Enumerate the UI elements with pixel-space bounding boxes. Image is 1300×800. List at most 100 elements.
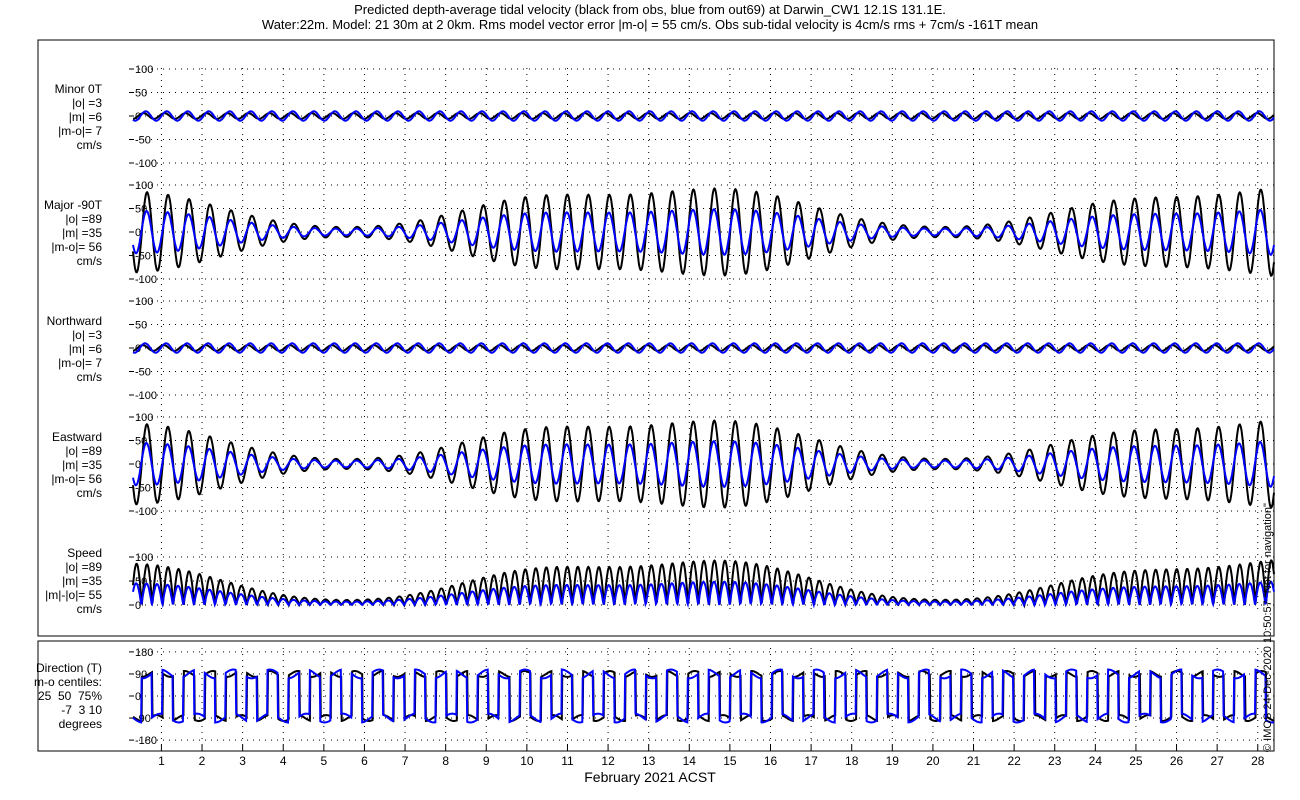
- y-tick-label: 100: [135, 296, 153, 308]
- eastward-obs-series: [132, 419, 1275, 510]
- panel-label-minor: Minor 0T |o| =3 |m| =6 |m-o|= 7 cm/s: [10, 82, 102, 152]
- x-tick-label: 24: [1089, 754, 1103, 768]
- x-tick-label: 22: [1007, 754, 1021, 768]
- label-line: Speed: [67, 546, 102, 560]
- label-line: |o| =3: [72, 328, 102, 342]
- minor-model-series: [132, 110, 1275, 122]
- label-line: cm/s: [76, 602, 102, 616]
- x-tick-label: 19: [886, 754, 900, 768]
- x-tick-label: 27: [1210, 754, 1224, 768]
- label-line: Direction (T): [35, 661, 102, 675]
- y-tick-label: 0: [135, 227, 141, 239]
- label-line: cm/s: [76, 138, 102, 152]
- x-tick-label: 20: [926, 754, 940, 768]
- x-tick-label: 2: [199, 754, 206, 768]
- x-tick-label: 23: [1048, 754, 1062, 768]
- x-tick-label: 26: [1170, 754, 1184, 768]
- x-tick-label: 9: [483, 754, 490, 768]
- label-line: -7 3 10: [61, 703, 102, 717]
- label-line: |m| =6: [68, 342, 102, 356]
- y-tick-label: -50: [135, 135, 151, 147]
- major-model-series: [132, 208, 1275, 256]
- label-line: Major -90T: [43, 198, 102, 212]
- y-tick-label: 100: [135, 180, 153, 192]
- y-tick-label: 0: [135, 691, 141, 703]
- x-tick-label: 6: [361, 754, 368, 768]
- x-tick-label: 5: [320, 754, 327, 768]
- label-line: |o| =89: [65, 212, 102, 226]
- x-tick-label: 16: [764, 754, 778, 768]
- x-tick-label: 12: [601, 754, 615, 768]
- label-line: |m| =35: [62, 458, 102, 472]
- label-line: |o| =3: [72, 96, 102, 110]
- label-line: Minor 0T: [54, 82, 102, 96]
- x-tick-label: 10: [520, 754, 534, 768]
- label-line: |o| =89: [65, 560, 102, 574]
- label-line: cm/s: [76, 254, 102, 268]
- y-tick-label: 100: [135, 412, 153, 424]
- label-line: Eastward: [51, 430, 102, 444]
- x-tick-label: 15: [723, 754, 737, 768]
- label-line: cm/s: [76, 370, 102, 384]
- x-tick-label: 8: [442, 754, 449, 768]
- y-tick-label: 0: [135, 600, 141, 612]
- x-tick-label: 4: [280, 754, 287, 768]
- x-tick-label: 28: [1251, 754, 1265, 768]
- direction-obs-series: [132, 669, 1275, 723]
- x-tick-label: 14: [683, 754, 697, 768]
- label-line: Northward: [46, 314, 102, 328]
- label-line: |m| =35: [62, 226, 102, 240]
- northward-obs-series: [132, 344, 1275, 352]
- label-line: |m-o|= 7: [58, 124, 102, 138]
- x-axis-label: February 2021 ACST: [584, 769, 716, 785]
- eastward-model-series: [132, 440, 1275, 488]
- minor-obs-series: [133, 112, 1275, 120]
- x-tick-label: 13: [642, 754, 656, 768]
- y-tick-label: 50: [135, 320, 147, 332]
- y-tick-label: -180: [135, 735, 157, 747]
- panel-label-major: Major -90T |o| =89 |m| =35 |m-o|= 56 cm/…: [10, 198, 102, 268]
- label-line: degrees: [58, 717, 102, 731]
- x-tick-label: 11: [561, 754, 574, 768]
- plot-frame-upper: [37, 39, 1275, 637]
- panel-label-north: Northward |o| =3 |m| =6 |m-o|= 7 cm/s: [10, 314, 102, 384]
- chart-title: Predicted depth-average tidal velocity (…: [0, 2, 1300, 32]
- x-tick-label: 1: [158, 754, 165, 768]
- x-tick-label: 3: [239, 754, 246, 768]
- y-tick-label: 0: [135, 459, 141, 471]
- label-line: |m-o|= 56: [51, 472, 102, 486]
- x-tick-label: 7: [402, 754, 409, 768]
- y-tick-label: -100: [135, 506, 157, 518]
- y-tick-label: -100: [135, 390, 157, 402]
- panel-label-direction: Direction (T) m-o centiles: 25 50 75% -7…: [10, 661, 102, 731]
- label-line: |m| =35: [62, 574, 102, 588]
- panel-label-east: Eastward |o| =89 |m| =35 |m-o|= 56 cm/s: [10, 430, 102, 500]
- label-line: cm/s: [76, 486, 102, 500]
- watermark: © IMOS 24-Dec-2020 10:50:57 "Not for nav…: [1262, 503, 1274, 752]
- y-tick-label: -50: [135, 367, 151, 379]
- speed-model-series: [132, 580, 1275, 609]
- label-line: |m|-|o|= 55: [45, 588, 102, 602]
- x-tick-label: 18: [845, 754, 859, 768]
- y-tick-label: 100: [135, 64, 153, 76]
- y-tick-label: 180: [135, 647, 153, 659]
- label-line: |o| =89: [65, 444, 102, 458]
- y-tick-label: -100: [135, 158, 157, 170]
- x-tick-label: 21: [967, 754, 981, 768]
- y-tick-label: 100: [135, 552, 153, 564]
- y-tick-label: -100: [135, 274, 157, 286]
- label-line: 25 50 75%: [37, 689, 102, 703]
- label-line: |m-o|= 7: [58, 356, 102, 370]
- direction-model-series: [132, 668, 1274, 724]
- y-tick-label: 50: [135, 88, 147, 100]
- title-line-1: Predicted depth-average tidal velocity (…: [354, 2, 946, 17]
- label-line: |m-o|= 56: [51, 240, 102, 254]
- label-line: m-o centiles:: [33, 675, 102, 689]
- label-line: |m| =6: [68, 110, 102, 124]
- title-line-2: Water:22m. Model: 21 30m at 2 0km. Rms m…: [261, 17, 1039, 32]
- northward-model-series: [132, 342, 1275, 354]
- x-tick-label: 25: [1129, 754, 1143, 768]
- panel-label-speed: Speed |o| =89 |m| =35 |m|-|o|= 55 cm/s: [10, 546, 102, 616]
- x-tick-label: 17: [804, 754, 818, 768]
